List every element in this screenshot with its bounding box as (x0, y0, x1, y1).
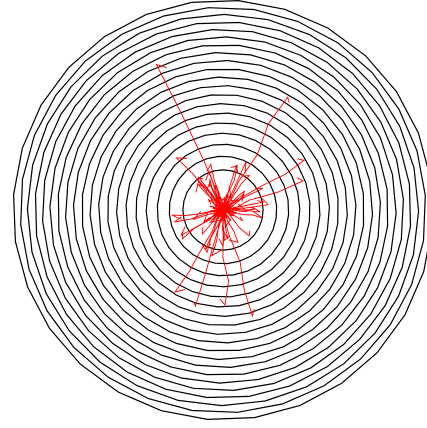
burst-line (215, 209, 224, 220)
ring (26, 13, 420, 407)
ring (34, 21, 412, 399)
ring (12, 0, 427, 421)
ray (192, 209, 225, 220)
ray (224, 208, 251, 237)
ray (224, 158, 306, 214)
ray (211, 213, 226, 257)
ring (49, 36, 397, 384)
ray (224, 212, 239, 243)
burst-line (222, 209, 227, 224)
ray (226, 177, 304, 214)
ring (135, 122, 311, 298)
ray (197, 177, 221, 213)
ring (107, 94, 339, 326)
burst-line (209, 205, 224, 211)
ring (156, 143, 290, 277)
ray (173, 206, 222, 293)
ring (81, 68, 365, 352)
ring (145, 132, 301, 288)
ring (115, 102, 331, 318)
ray (219, 210, 230, 307)
ring (168, 155, 278, 265)
ring (89, 76, 357, 344)
ray-group (155, 63, 306, 318)
ray (221, 210, 255, 318)
ray (224, 96, 290, 213)
ring-group (12, 0, 427, 421)
ray (222, 161, 247, 210)
ring (64, 51, 382, 369)
ray (224, 193, 245, 209)
ring (98, 85, 348, 335)
ring (41, 28, 405, 392)
ring (125, 112, 321, 308)
burst-line (222, 209, 233, 217)
ring (72, 59, 374, 361)
ring (20, 7, 426, 413)
burst-line (222, 207, 231, 211)
ray (225, 196, 270, 210)
ring (57, 44, 389, 376)
ray (221, 187, 263, 215)
ray (204, 210, 221, 250)
